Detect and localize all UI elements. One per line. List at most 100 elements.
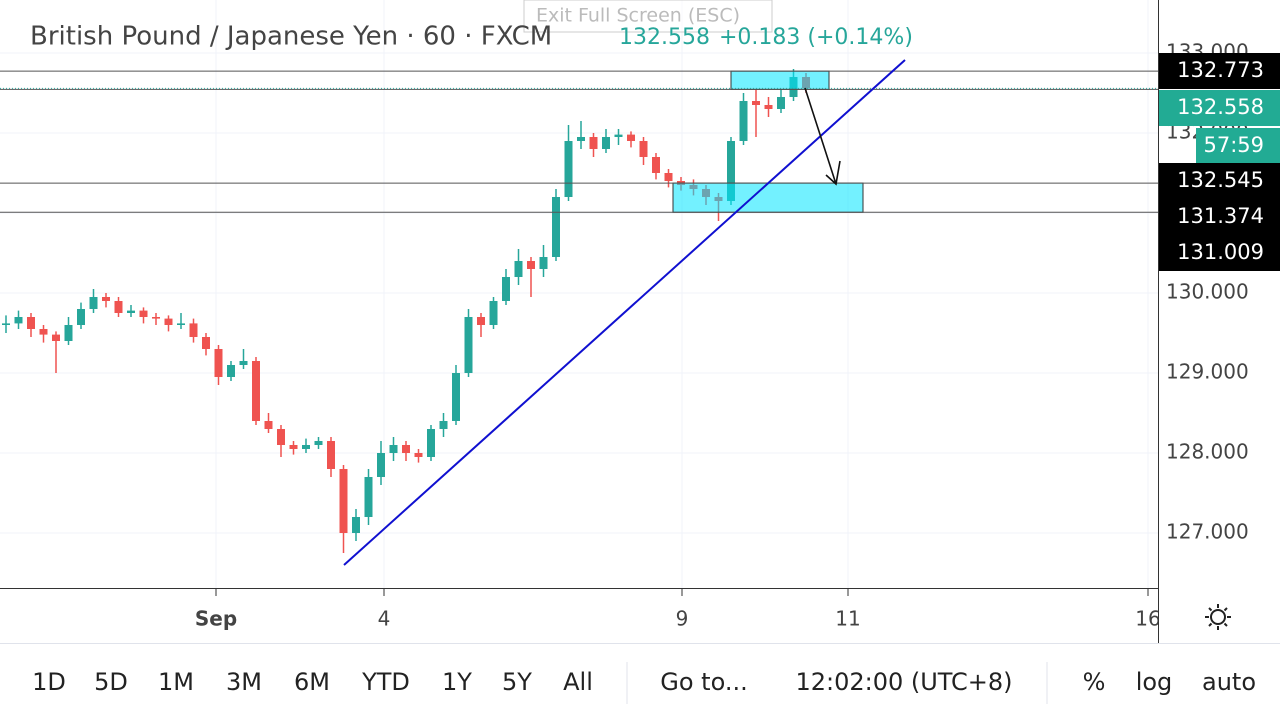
candle-body: [464, 317, 473, 373]
candle-body: [264, 421, 273, 429]
range-button[interactable]: 5Y: [502, 668, 532, 696]
range-button[interactable]: All: [563, 668, 593, 696]
toolbar: 1D 5D 1M 3M 6M YTD 1Y 5Y All Go to... 12:02:00 (UT…: [32, 668, 1256, 696]
trend-line: [343, 59, 906, 566]
candle-body: [739, 101, 748, 141]
price-tag: [1159, 199, 1280, 235]
candle-body: [177, 323, 185, 325]
y-tick-label: 130.000: [1166, 280, 1249, 304]
candle-body: [777, 97, 785, 109]
candle-body: [189, 323, 198, 337]
price-tag-label: 131.009: [1177, 240, 1264, 264]
candle-body: [152, 317, 160, 319]
drawing-layer: [0, 59, 1158, 566]
candle-body: [77, 309, 85, 325]
candle-body: [14, 317, 23, 324]
x-tick-label: 16: [1135, 607, 1160, 631]
price-tag: [1196, 128, 1280, 164]
y-tick-label: 128.000: [1166, 440, 1249, 464]
arrow: [804, 87, 841, 186]
candle-body: [477, 317, 485, 325]
candle-body: [302, 445, 310, 449]
candle-body: [652, 157, 660, 173]
candle-body: [102, 297, 110, 301]
candle-body: [589, 137, 598, 149]
candle-body: [614, 134, 623, 137]
range-button[interactable]: 1M: [158, 668, 194, 696]
candle-body: [627, 134, 635, 141]
x-tick-label: 11: [835, 607, 860, 631]
range-button[interactable]: 1D: [32, 668, 66, 696]
candle-body: [89, 297, 98, 309]
range-button[interactable]: 3M: [226, 668, 262, 696]
scale-option[interactable]: auto: [1202, 668, 1256, 696]
candle-body: [239, 361, 248, 365]
range-button[interactable]: 6M: [294, 668, 330, 696]
candle-body: [577, 137, 585, 141]
candle-body: [602, 137, 610, 149]
candle-body: [727, 141, 735, 201]
candle-body: [564, 141, 573, 197]
candle-body: [114, 301, 123, 313]
candle-body: [327, 441, 335, 469]
price-tag-label: 131.374: [1177, 204, 1264, 228]
scale-option[interactable]: log: [1136, 668, 1173, 696]
zone-box: [672, 182, 864, 213]
price-tag-label: 132.545: [1177, 168, 1264, 192]
clock[interactable]: 12:02:00 (UTC+8): [795, 668, 1012, 696]
candle-body: [539, 257, 548, 269]
candle-body: [214, 349, 223, 377]
price-tag: [1159, 235, 1280, 271]
price-tag-label: 132.558: [1177, 95, 1264, 119]
x-tick-label: 4: [378, 607, 391, 631]
candle-body: [514, 261, 523, 277]
grid-layer: Sep 4 9 11 16: [0, 0, 1161, 631]
exit-box[interactable]: [523, 0, 773, 33]
range-button[interactable]: 1Y: [442, 668, 472, 696]
candle-body: [664, 173, 673, 181]
candle-body: [127, 310, 135, 313]
candle-body: [427, 429, 435, 457]
price-tag: [1159, 90, 1280, 126]
goto-button[interactable]: Go to...: [660, 668, 747, 696]
range-button[interactable]: YTD: [361, 668, 410, 696]
candle-body: [502, 277, 510, 301]
candle-body: [752, 101, 760, 105]
candle-body: [139, 310, 148, 317]
x-tick-label: Sep: [195, 607, 237, 631]
candle-body: [489, 301, 498, 325]
candle-body: [277, 429, 285, 445]
price-tag: [1159, 53, 1280, 89]
candle-body: [27, 317, 35, 329]
candle-body: [39, 329, 48, 335]
exit-full-screen[interactable]: Exit Full Screen (ESC): [536, 5, 740, 27]
scale-option[interactable]: %: [1083, 668, 1106, 696]
range-button[interactable]: 5D: [94, 668, 128, 696]
plot-layer: [2, 69, 810, 553]
price-tag: [1159, 163, 1280, 199]
candle-body: [202, 337, 210, 349]
candle-body: [352, 517, 360, 533]
candle-body: [414, 453, 423, 457]
candle-body: [364, 477, 373, 517]
candle-body: [289, 445, 298, 449]
symbol-title: British Pound / Japanese Yen · 60 · FXCM: [30, 22, 552, 52]
candle-body: [552, 197, 560, 257]
candle-body: [452, 373, 460, 421]
price-change: +0.183 (+0.14%): [719, 25, 913, 50]
candle-body: [439, 421, 448, 429]
candle-body: [377, 453, 385, 477]
candle-body: [402, 445, 410, 453]
y-tick-label: 127.000: [1166, 520, 1249, 544]
candle-body: [639, 141, 648, 157]
price-tag-label: 57:59: [1203, 133, 1264, 157]
axis-layer: 127.000128.000129.000130.000131.000132.0…: [1159, 40, 1280, 544]
y-tick-label: 129.000: [1166, 360, 1249, 384]
settings-icon[interactable]: [1205, 604, 1231, 630]
last-price: 132.558: [619, 25, 710, 50]
price-tag-label: 132.773: [1177, 58, 1264, 82]
candle-body: [164, 318, 173, 325]
candle-body: [252, 361, 260, 421]
